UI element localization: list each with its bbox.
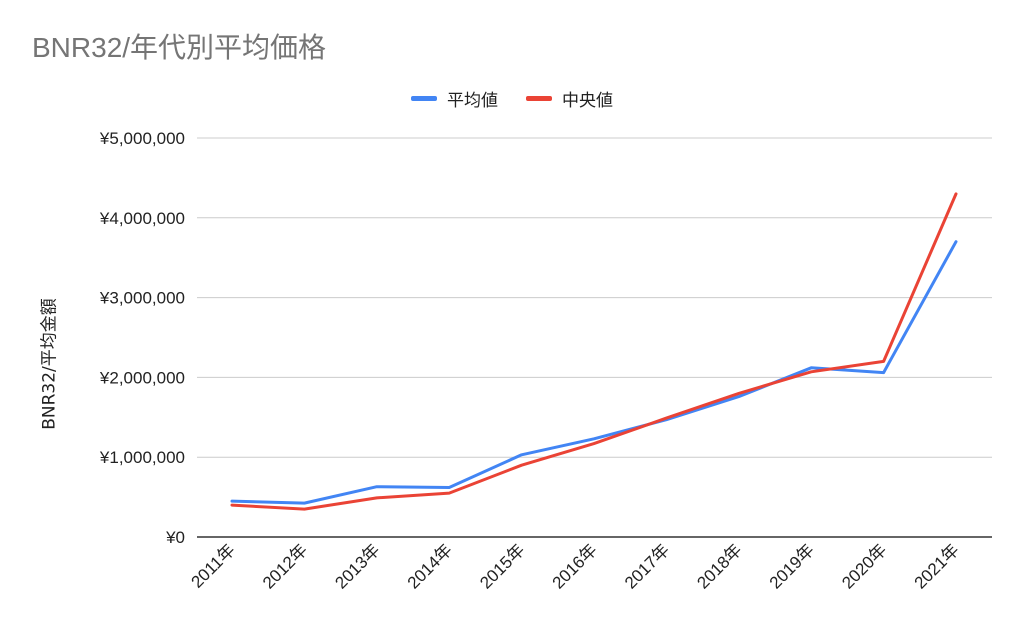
legend-item: 平均値 (411, 86, 498, 111)
series-line (230, 240, 958, 505)
x-tick-label: 2014年 (404, 540, 456, 592)
x-tick-label: 2017年 (621, 540, 673, 592)
x-tick-label: 2021年 (911, 540, 963, 592)
legend-swatch (526, 96, 552, 101)
y-tick-label: ¥0 (165, 528, 185, 547)
legend-label: 平均値 (447, 91, 498, 111)
legend-label: 中央値 (562, 91, 613, 111)
y-tick-label: ¥5,000,000 (99, 129, 185, 148)
y-tick-label: ¥4,000,000 (99, 209, 185, 228)
chart-title: BNR32/年代別平均価格 (32, 32, 327, 63)
x-tick-label: 2020年 (838, 540, 890, 592)
y-tick-label: ¥2,000,000 (99, 368, 185, 387)
x-tick-label: 2018年 (693, 540, 745, 592)
x-tick-label: 2019年 (766, 540, 818, 592)
x-tick-label: 2012年 (259, 540, 311, 592)
y-tick-label: ¥1,000,000 (99, 448, 185, 467)
x-tick-label: 2015年 (476, 540, 528, 592)
legend-item: 中央値 (526, 86, 613, 111)
legend: 平均値 中央値 (0, 86, 1024, 111)
x-tick-label: 2013年 (331, 540, 383, 592)
x-tick-label: 2016年 (549, 540, 601, 592)
legend-swatch (411, 96, 437, 101)
y-tick-label: ¥3,000,000 (99, 289, 185, 308)
series-line (230, 192, 958, 511)
x-tick-label: 2011年 (188, 540, 239, 591)
